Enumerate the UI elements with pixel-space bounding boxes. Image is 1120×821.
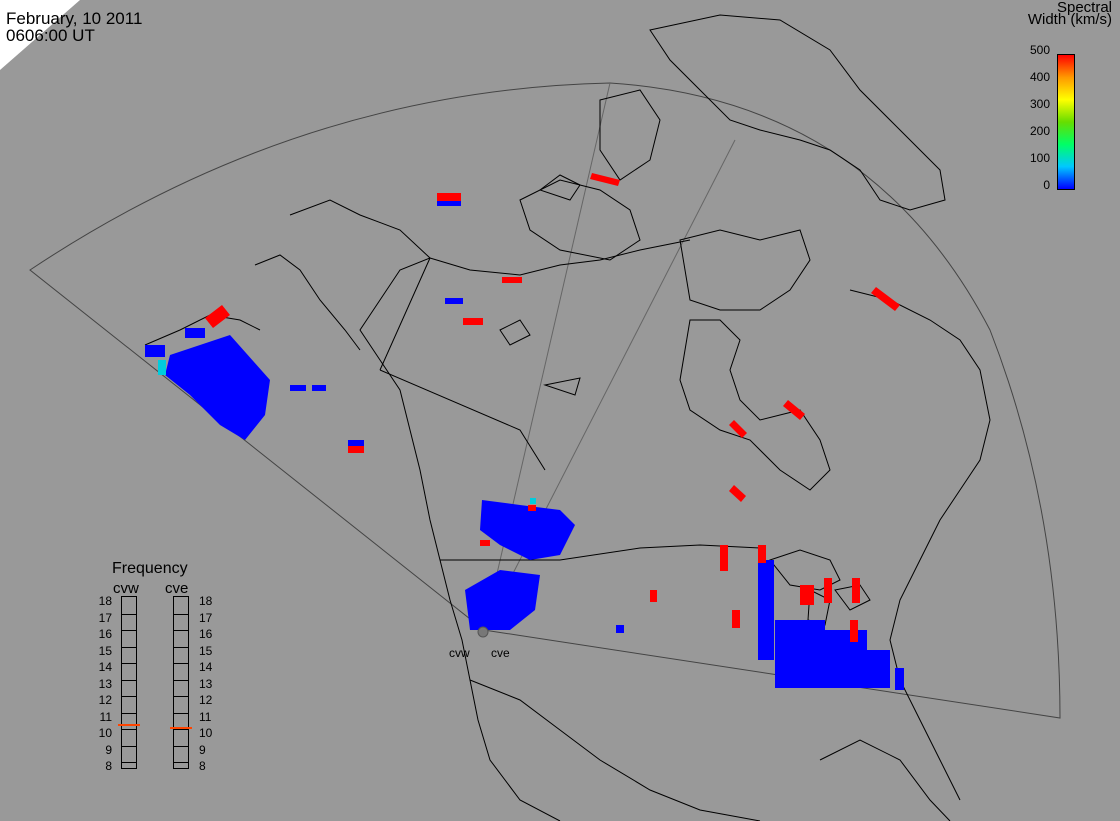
frequency-tick-line <box>174 630 188 631</box>
frequency-scale-label: 12 <box>199 693 213 707</box>
frequency-scale-label: 16 <box>199 627 213 641</box>
frequency-scale-label: 11 <box>99 709 112 724</box>
frequency-scale-label: 13 <box>199 676 213 691</box>
frequency-scale-label: 17 <box>199 610 213 625</box>
frequency-scale-label: 8 <box>105 759 112 773</box>
frequency-scale-label: 14 <box>199 660 213 674</box>
colorbar <box>1057 54 1075 190</box>
frequency-scale-label: 18 <box>199 594 213 608</box>
frequency-tick-line <box>174 663 188 664</box>
frequency-tick-line <box>174 745 188 747</box>
colorbar-title-line2: Width (km/s) <box>1027 11 1112 28</box>
frequency-tick-line <box>122 663 136 664</box>
frequency-scale-label: 15 <box>199 643 213 658</box>
echo-red <box>205 173 900 642</box>
frequency-scale-label: 15 <box>98 643 112 658</box>
colorbar-tick: 300 <box>1029 97 1050 111</box>
frequency-tick-line <box>174 696 188 697</box>
map-time: 0606:00 UT <box>6 26 95 45</box>
colorbar-tick: 400 <box>1029 70 1050 84</box>
frequency-scale-label: 10 <box>199 726 213 740</box>
frequency-scale-label: 12 <box>98 693 112 707</box>
frequency-tick-line <box>122 613 136 615</box>
frequency-tick-line <box>174 712 188 714</box>
frequency-tick-line <box>174 679 188 681</box>
frequency-tick-line <box>174 613 188 615</box>
coastlines <box>144 14 991 821</box>
colorbar-tick: 200 <box>1029 124 1050 138</box>
frequency-tick-line <box>174 646 188 648</box>
frequency-marker <box>118 723 140 726</box>
frequency-tick-line <box>174 729 188 730</box>
frequency-scale-label: 13 <box>98 676 112 691</box>
frequency-tick-line <box>122 712 136 714</box>
radar-site-marker <box>477 626 489 638</box>
colorbar-tick: 500 <box>1029 43 1050 57</box>
frequency-scale-label: 10 <box>98 726 112 740</box>
frequency-tick-line <box>122 696 136 697</box>
colorbar-title-line1: Spectral <box>1056 0 1112 16</box>
frequency-tick-line <box>122 630 136 631</box>
frequency-scale-label: 8 <box>199 759 206 773</box>
fov-beam-right <box>483 139 736 631</box>
frequency-title: Frequency <box>112 560 188 577</box>
frequency-bar <box>170 596 192 769</box>
frequency-scale-label: 9 <box>199 742 206 757</box>
globe-corner <box>0 0 80 70</box>
frequency-tick-line <box>174 762 188 763</box>
frequency-scale-label: 9 <box>105 742 112 757</box>
map-date: February, 10 2011 <box>6 9 143 28</box>
colorbar-tick: 0 <box>1043 178 1050 192</box>
frequency-radar-label: cvw <box>113 580 139 597</box>
frequency-scale-label: 18 <box>98 594 112 608</box>
frequency-tick-line <box>122 762 136 763</box>
site-label: cvw <box>449 646 470 660</box>
echo-blue-east <box>758 560 904 690</box>
frequency-scale-label: 14 <box>98 660 112 674</box>
frequency-tick-line <box>122 745 136 747</box>
frequency-scale-label: 16 <box>98 627 112 641</box>
frequency-scale-label: 17 <box>98 610 112 625</box>
frequency-tick-line <box>122 729 136 730</box>
colorbar-tick: 100 <box>1029 151 1050 165</box>
echo-blue-alaska <box>145 298 463 440</box>
site-label: cve <box>491 646 510 660</box>
echo-blue-center <box>348 200 624 633</box>
frequency-tick-line <box>122 646 136 648</box>
frequency-radar-label: cve <box>165 580 189 597</box>
frequency-tick-line <box>122 679 136 681</box>
frequency-marker <box>170 727 192 730</box>
frequency-bar <box>118 596 140 769</box>
echo-cyan <box>158 360 536 504</box>
fov-outline <box>29 82 1061 719</box>
frequency-scale-label: 11 <box>199 709 212 724</box>
